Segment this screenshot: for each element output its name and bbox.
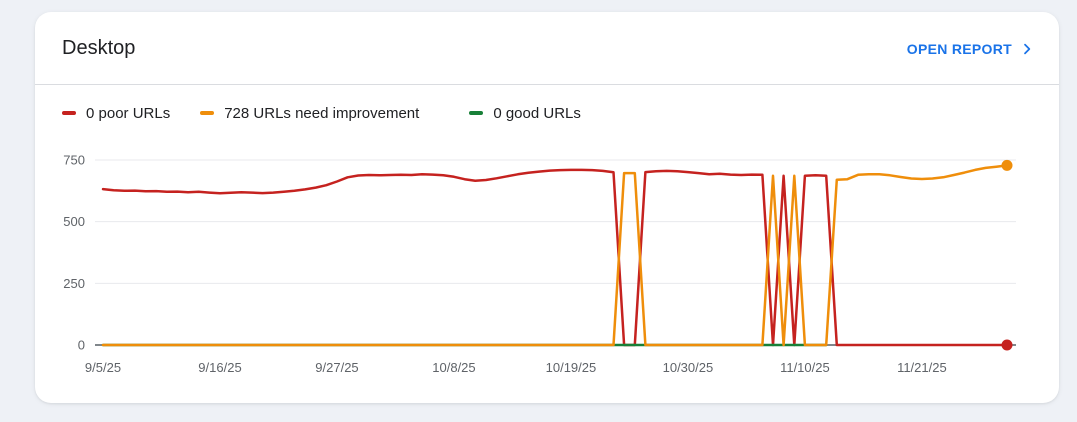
legend-item-needs-improvement: 728 URLs need improvement (200, 105, 419, 122)
legend-label-poor: 0 poor URLs (86, 104, 171, 122)
series-end-dot-needs-improvement (1001, 159, 1013, 171)
y-axis-tick-label: 0 (78, 338, 85, 353)
x-axis-tick-label: 9/27/25 (315, 360, 358, 375)
poor-series-swatch-icon (62, 111, 76, 115)
legend-item-good: 0 good URLs (469, 105, 581, 122)
series-line-poor (101, 168, 1009, 347)
page-title: Desktop (62, 37, 136, 59)
legend-label-needs-improvement: 728 URLs need improvement (224, 104, 420, 122)
chevron-right-icon (1019, 41, 1035, 57)
series-end-dot-poor (1001, 339, 1013, 351)
good-series-swatch-icon (469, 111, 484, 115)
x-axis-tick-label: 10/8/25 (432, 360, 475, 375)
y-axis-tick-label: 250 (63, 276, 85, 291)
needs-improvement-series-swatch-icon (200, 111, 215, 115)
cwv-trend-chart[interactable]: 0 250 500 750 9/5/25 9/16/25 9/27/25 10/8/25 10/… (35, 140, 1059, 403)
y-axis-tick-label: 750 (63, 153, 85, 168)
x-axis-tick-label: 10/30/25 (663, 360, 714, 375)
series-line-needs-improvement (101, 164, 1009, 347)
card-header: Desktop OPEN REPORT (35, 12, 1059, 85)
open-report-button[interactable]: OPEN REPORT (907, 39, 1035, 59)
x-axis-tick-label: 9/16/25 (198, 360, 241, 375)
x-axis-tick-label: 11/10/25 (780, 360, 830, 375)
legend-label-good: 0 good URLs (493, 104, 581, 122)
open-report-label: OPEN REPORT (906, 41, 1012, 57)
chart-area[interactable]: 0 250 500 750 9/5/25 9/16/25 9/27/25 10/8/25 10/… (35, 140, 1059, 403)
x-axis-tick-label: 9/5/25 (85, 360, 121, 375)
x-axis-tick-label: 10/19/25 (546, 360, 597, 375)
chart-legend: 0 poor URLs 728 URLs need improvement 0 … (62, 102, 581, 124)
legend-item-poor: 0 poor URLs (62, 105, 170, 122)
x-axis-tick-label: 11/21/25 (897, 360, 947, 375)
y-axis-tick-label: 500 (63, 214, 85, 229)
desktop-core-web-vitals-card: Desktop OPEN REPORT 0 poor URLs 728 URLs… (35, 12, 1059, 403)
